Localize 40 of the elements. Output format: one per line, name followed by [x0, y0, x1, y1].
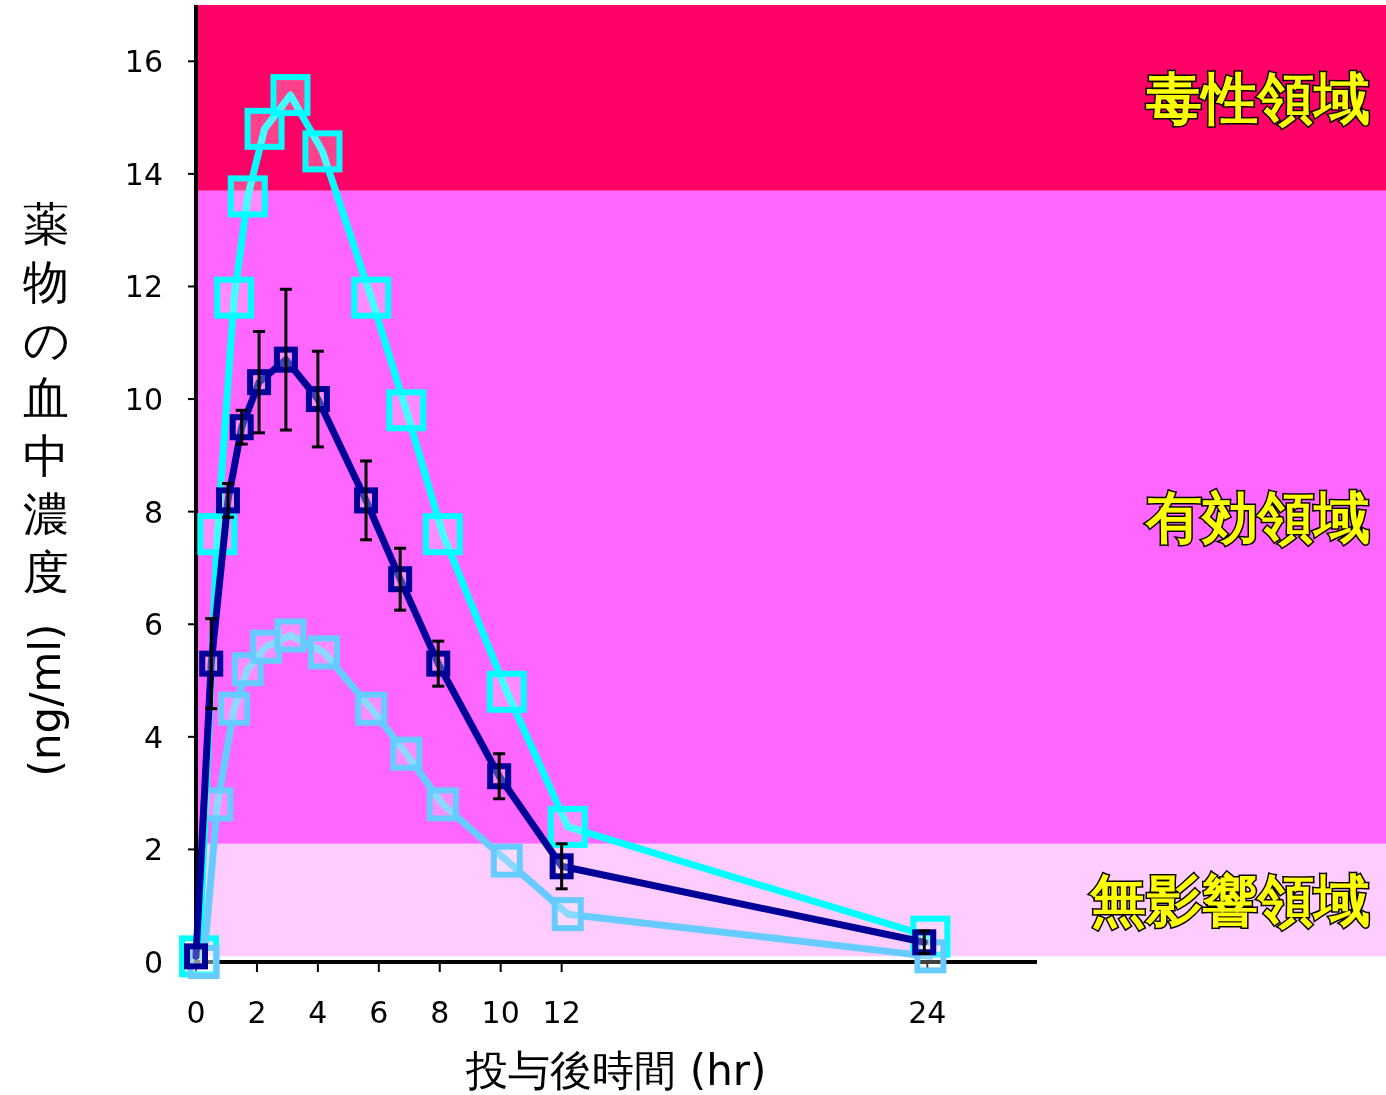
point — [214, 276, 255, 319]
point — [227, 175, 268, 218]
point — [274, 618, 307, 653]
y-tick-label: 0 — [143, 945, 163, 980]
x-axis-title: 投与後時間 (hr) — [465, 1046, 767, 1095]
band-label: 無影響領域 — [1089, 868, 1370, 934]
band-label: 有効領域 — [1144, 485, 1370, 551]
y-axis-title: 薬物の血中濃度 (ng/ml) — [21, 197, 70, 777]
y-tick-label: 16 — [124, 44, 163, 80]
x-tick-label: 10 — [481, 995, 520, 1030]
point — [490, 843, 523, 878]
x-tick-label: 8 — [430, 995, 450, 1030]
point — [218, 691, 251, 726]
y-tick-label: 10 — [124, 382, 163, 418]
x-tick-label: 2 — [247, 995, 267, 1030]
point — [355, 691, 388, 726]
y-tick-label: 14 — [124, 156, 163, 192]
point — [244, 107, 285, 150]
point — [547, 805, 588, 848]
y-tick-label: 6 — [143, 607, 163, 643]
point — [422, 513, 463, 556]
x-tick-label: 6 — [369, 995, 389, 1030]
point — [390, 736, 423, 771]
point — [307, 635, 340, 670]
x-tick-label: 0 — [186, 995, 206, 1030]
x-tick-label: 24 — [908, 995, 947, 1030]
y-tick-label: 2 — [143, 832, 163, 868]
band-label: 毒性領域 — [1146, 65, 1370, 131]
point — [270, 74, 311, 117]
point — [486, 670, 527, 713]
y-tick-label: 8 — [143, 494, 163, 530]
point — [551, 897, 584, 932]
y-tick-label: 12 — [124, 269, 163, 305]
x-tick-label: 12 — [542, 995, 581, 1030]
x-tick-label: 4 — [308, 995, 328, 1030]
point — [302, 130, 343, 173]
y-tick-label: 4 — [143, 719, 163, 755]
point — [351, 276, 392, 319]
point — [386, 389, 427, 432]
point — [426, 787, 459, 822]
